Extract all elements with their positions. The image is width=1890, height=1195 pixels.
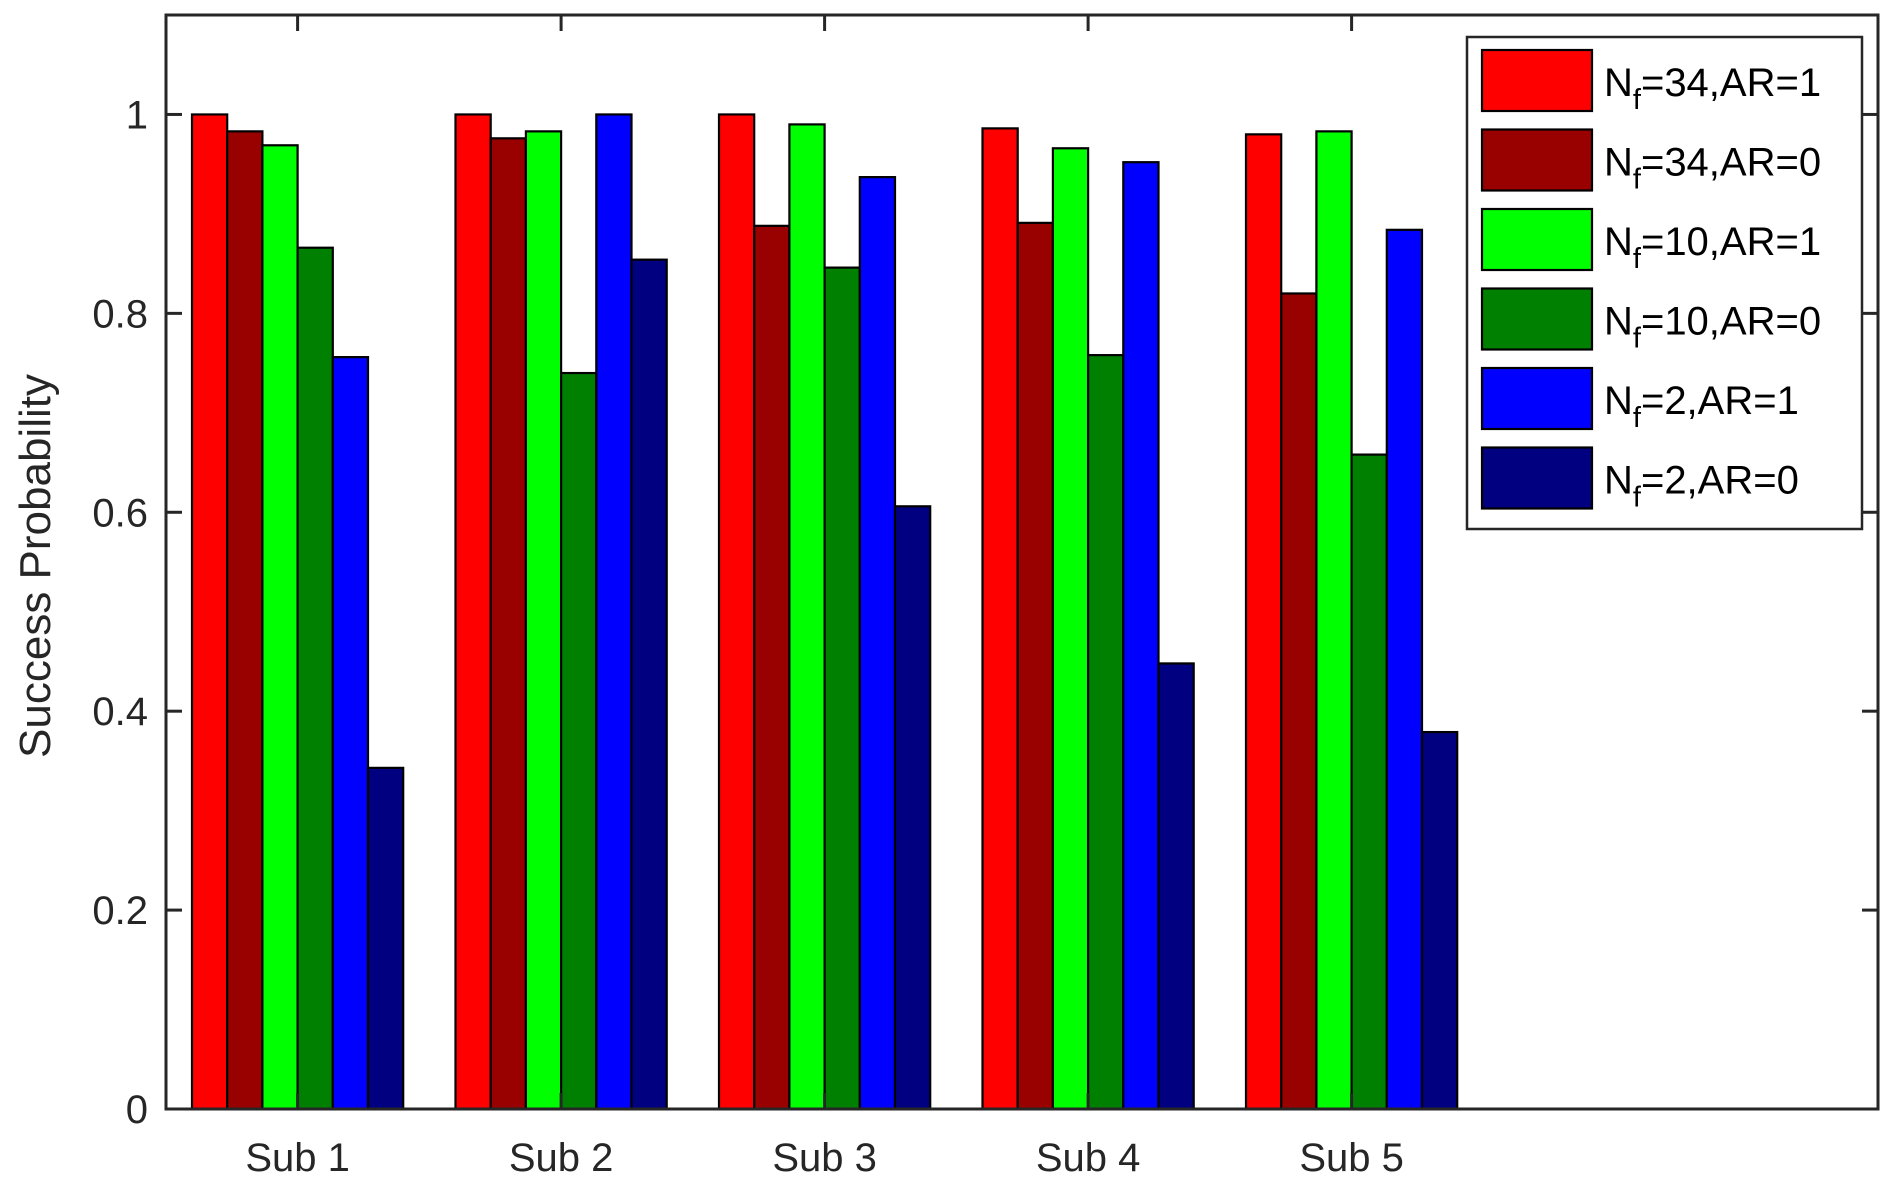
bar-sub-2-series-1 bbox=[454, 113, 492, 1111]
ytick-label-1: 0.2 bbox=[92, 889, 148, 933]
bar-sub-1-series-5 bbox=[331, 356, 370, 1111]
legend-label-6: Nf=2,AR=0 bbox=[1604, 459, 1799, 514]
legend-label-4: Nf=10,AR=0 bbox=[1604, 300, 1821, 355]
bar-sub-5-series-2 bbox=[1280, 292, 1318, 1111]
bar-sub-1-series-3 bbox=[261, 144, 299, 1111]
legend-swatch-2 bbox=[1480, 128, 1594, 192]
bar-sub-5-series-4 bbox=[1350, 453, 1388, 1111]
xtick-label-3: Sub 4 bbox=[1036, 1136, 1141, 1180]
xtick-label-0: Sub 1 bbox=[245, 1136, 350, 1180]
bar-sub-3-series-4 bbox=[823, 266, 861, 1111]
bar-sub-3-series-6 bbox=[893, 505, 932, 1111]
bar-sub-3-series-5 bbox=[858, 176, 897, 1111]
legend-swatch-6 bbox=[1480, 446, 1594, 510]
bar-sub-5-series-3 bbox=[1315, 130, 1353, 1111]
ticks-layer bbox=[166, 15, 1878, 1111]
ytick-label-3: 0.6 bbox=[92, 491, 148, 535]
bar-sub-5-series-1 bbox=[1244, 133, 1283, 1111]
bar-sub-1-series-4 bbox=[296, 246, 334, 1111]
legend-label-2: Nf=34,AR=0 bbox=[1604, 141, 1821, 196]
bars-layer bbox=[190, 113, 1459, 1111]
bar-sub-4-series-3 bbox=[1051, 147, 1090, 1111]
bar-sub-5-series-5 bbox=[1385, 228, 1424, 1111]
bar-sub-2-series-5 bbox=[595, 113, 633, 1111]
bar-sub-1-series-2 bbox=[226, 130, 264, 1111]
bar-sub-4-series-2 bbox=[1016, 221, 1055, 1111]
bar-sub-2-series-3 bbox=[524, 130, 563, 1111]
bar-sub-3-series-3 bbox=[788, 123, 826, 1111]
xtick-label-1: Sub 2 bbox=[509, 1136, 614, 1180]
labels-layer: 0 0.2 0.4 0.6 0.8 1 Sub 1 Sub 2 Sub 3 Sub 4 Sub 5 S… bbox=[11, 93, 1404, 1180]
legend-swatch-1 bbox=[1480, 48, 1594, 113]
legend-swatch-4 bbox=[1480, 287, 1594, 351]
bar-sub-1-series-6 bbox=[366, 766, 405, 1111]
bar-sub-4-series-1 bbox=[981, 127, 1019, 1111]
ytick-label-0: 0 bbox=[126, 1088, 148, 1132]
plot-frame bbox=[164, 13, 1880, 1111]
bar-sub-4-series-5 bbox=[1122, 161, 1160, 1111]
axes-layer bbox=[164, 13, 1880, 1111]
bar-sub-4-series-6 bbox=[1157, 662, 1195, 1111]
bar-sub-5-series-6 bbox=[1420, 730, 1459, 1111]
bar-sub-2-series-2 bbox=[489, 137, 528, 1111]
legend-label-5: Nf=2,AR=1 bbox=[1604, 379, 1799, 434]
bar-sub-4-series-4 bbox=[1086, 354, 1125, 1111]
bar-sub-1-series-1 bbox=[190, 113, 229, 1111]
bar-sub-3-series-1 bbox=[717, 113, 756, 1111]
bar-sub-2-series-6 bbox=[630, 258, 668, 1111]
bar-sub-3-series-2 bbox=[753, 224, 791, 1111]
xtick-label-2: Sub 3 bbox=[772, 1136, 877, 1180]
bar-sub-2-series-4 bbox=[559, 371, 598, 1111]
legend: Nf=34,AR=1 Nf=34,AR=0 Nf=10,AR=1 Nf=10,AR=0… bbox=[1465, 35, 1864, 531]
legend-label-1: Nf=34,AR=1 bbox=[1604, 61, 1821, 116]
ytick-label-2: 0.4 bbox=[92, 690, 148, 734]
xtick-label-4: Sub 5 bbox=[1299, 1136, 1404, 1180]
y-axis-label: Success Probability bbox=[11, 374, 60, 758]
ytick-label-5: 1 bbox=[126, 93, 148, 137]
legend-swatch-3 bbox=[1480, 207, 1594, 272]
legend-swatch-5 bbox=[1480, 366, 1594, 431]
ytick-label-4: 0.8 bbox=[92, 292, 148, 336]
legend-label-3: Nf=10,AR=1 bbox=[1604, 220, 1821, 275]
